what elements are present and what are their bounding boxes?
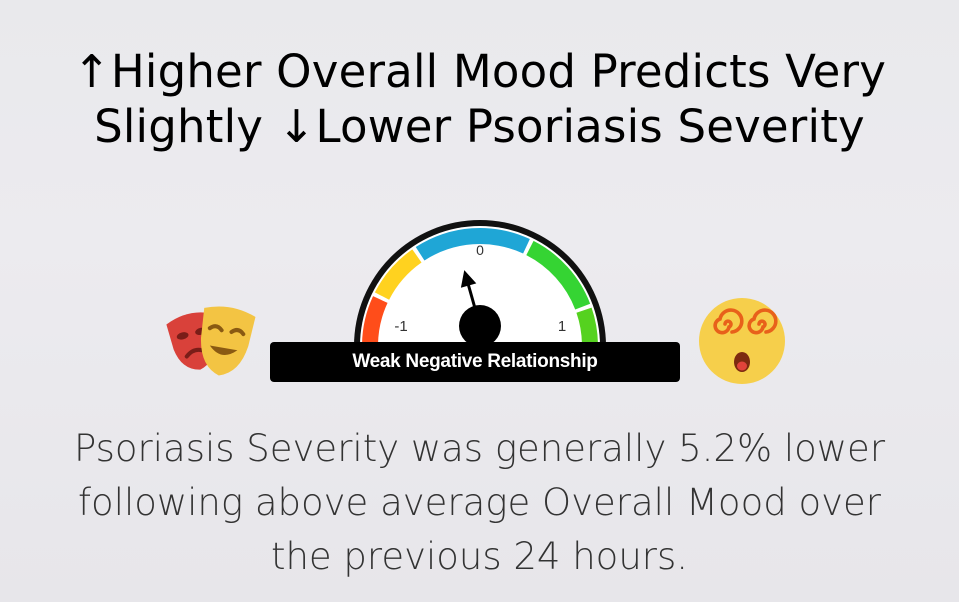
- gauge-tick-max: 1: [558, 318, 566, 335]
- gauge-tick-min: -1: [394, 318, 407, 335]
- gauge-segments: [362, 228, 598, 345]
- theater-masks-icon: [165, 300, 257, 380]
- gauge-segment: [374, 249, 422, 300]
- title-line-1: ↑Higher Overall Mood Predicts Very: [72, 45, 887, 98]
- summary-line-3: the previous 24 hours.: [270, 535, 689, 578]
- summary-line-1: Psoriasis Severity was generally 5.2% lo…: [73, 427, 886, 470]
- relationship-gauge: 0 -1 1: [350, 196, 610, 346]
- gauge-label: Weak Negative Relationship: [270, 342, 680, 382]
- gauge-segment: [415, 228, 530, 261]
- summary-line-2: following above average Overall Mood ove…: [78, 481, 881, 524]
- gauge-segment: [362, 296, 388, 345]
- gauge-segment: [576, 307, 598, 345]
- gauge-hub: [459, 305, 501, 346]
- dizzy-face-icon: [697, 296, 787, 386]
- title-line-2: Slightly ↓Lower Psoriasis Severity: [94, 100, 865, 153]
- gauge-segment: [526, 240, 591, 310]
- page-title: ↑Higher Overall Mood Predicts Very Sligh…: [0, 44, 959, 154]
- gauge-tick-mid: 0: [476, 242, 484, 258]
- summary-text: Psoriasis Severity was generally 5.2% lo…: [50, 422, 909, 584]
